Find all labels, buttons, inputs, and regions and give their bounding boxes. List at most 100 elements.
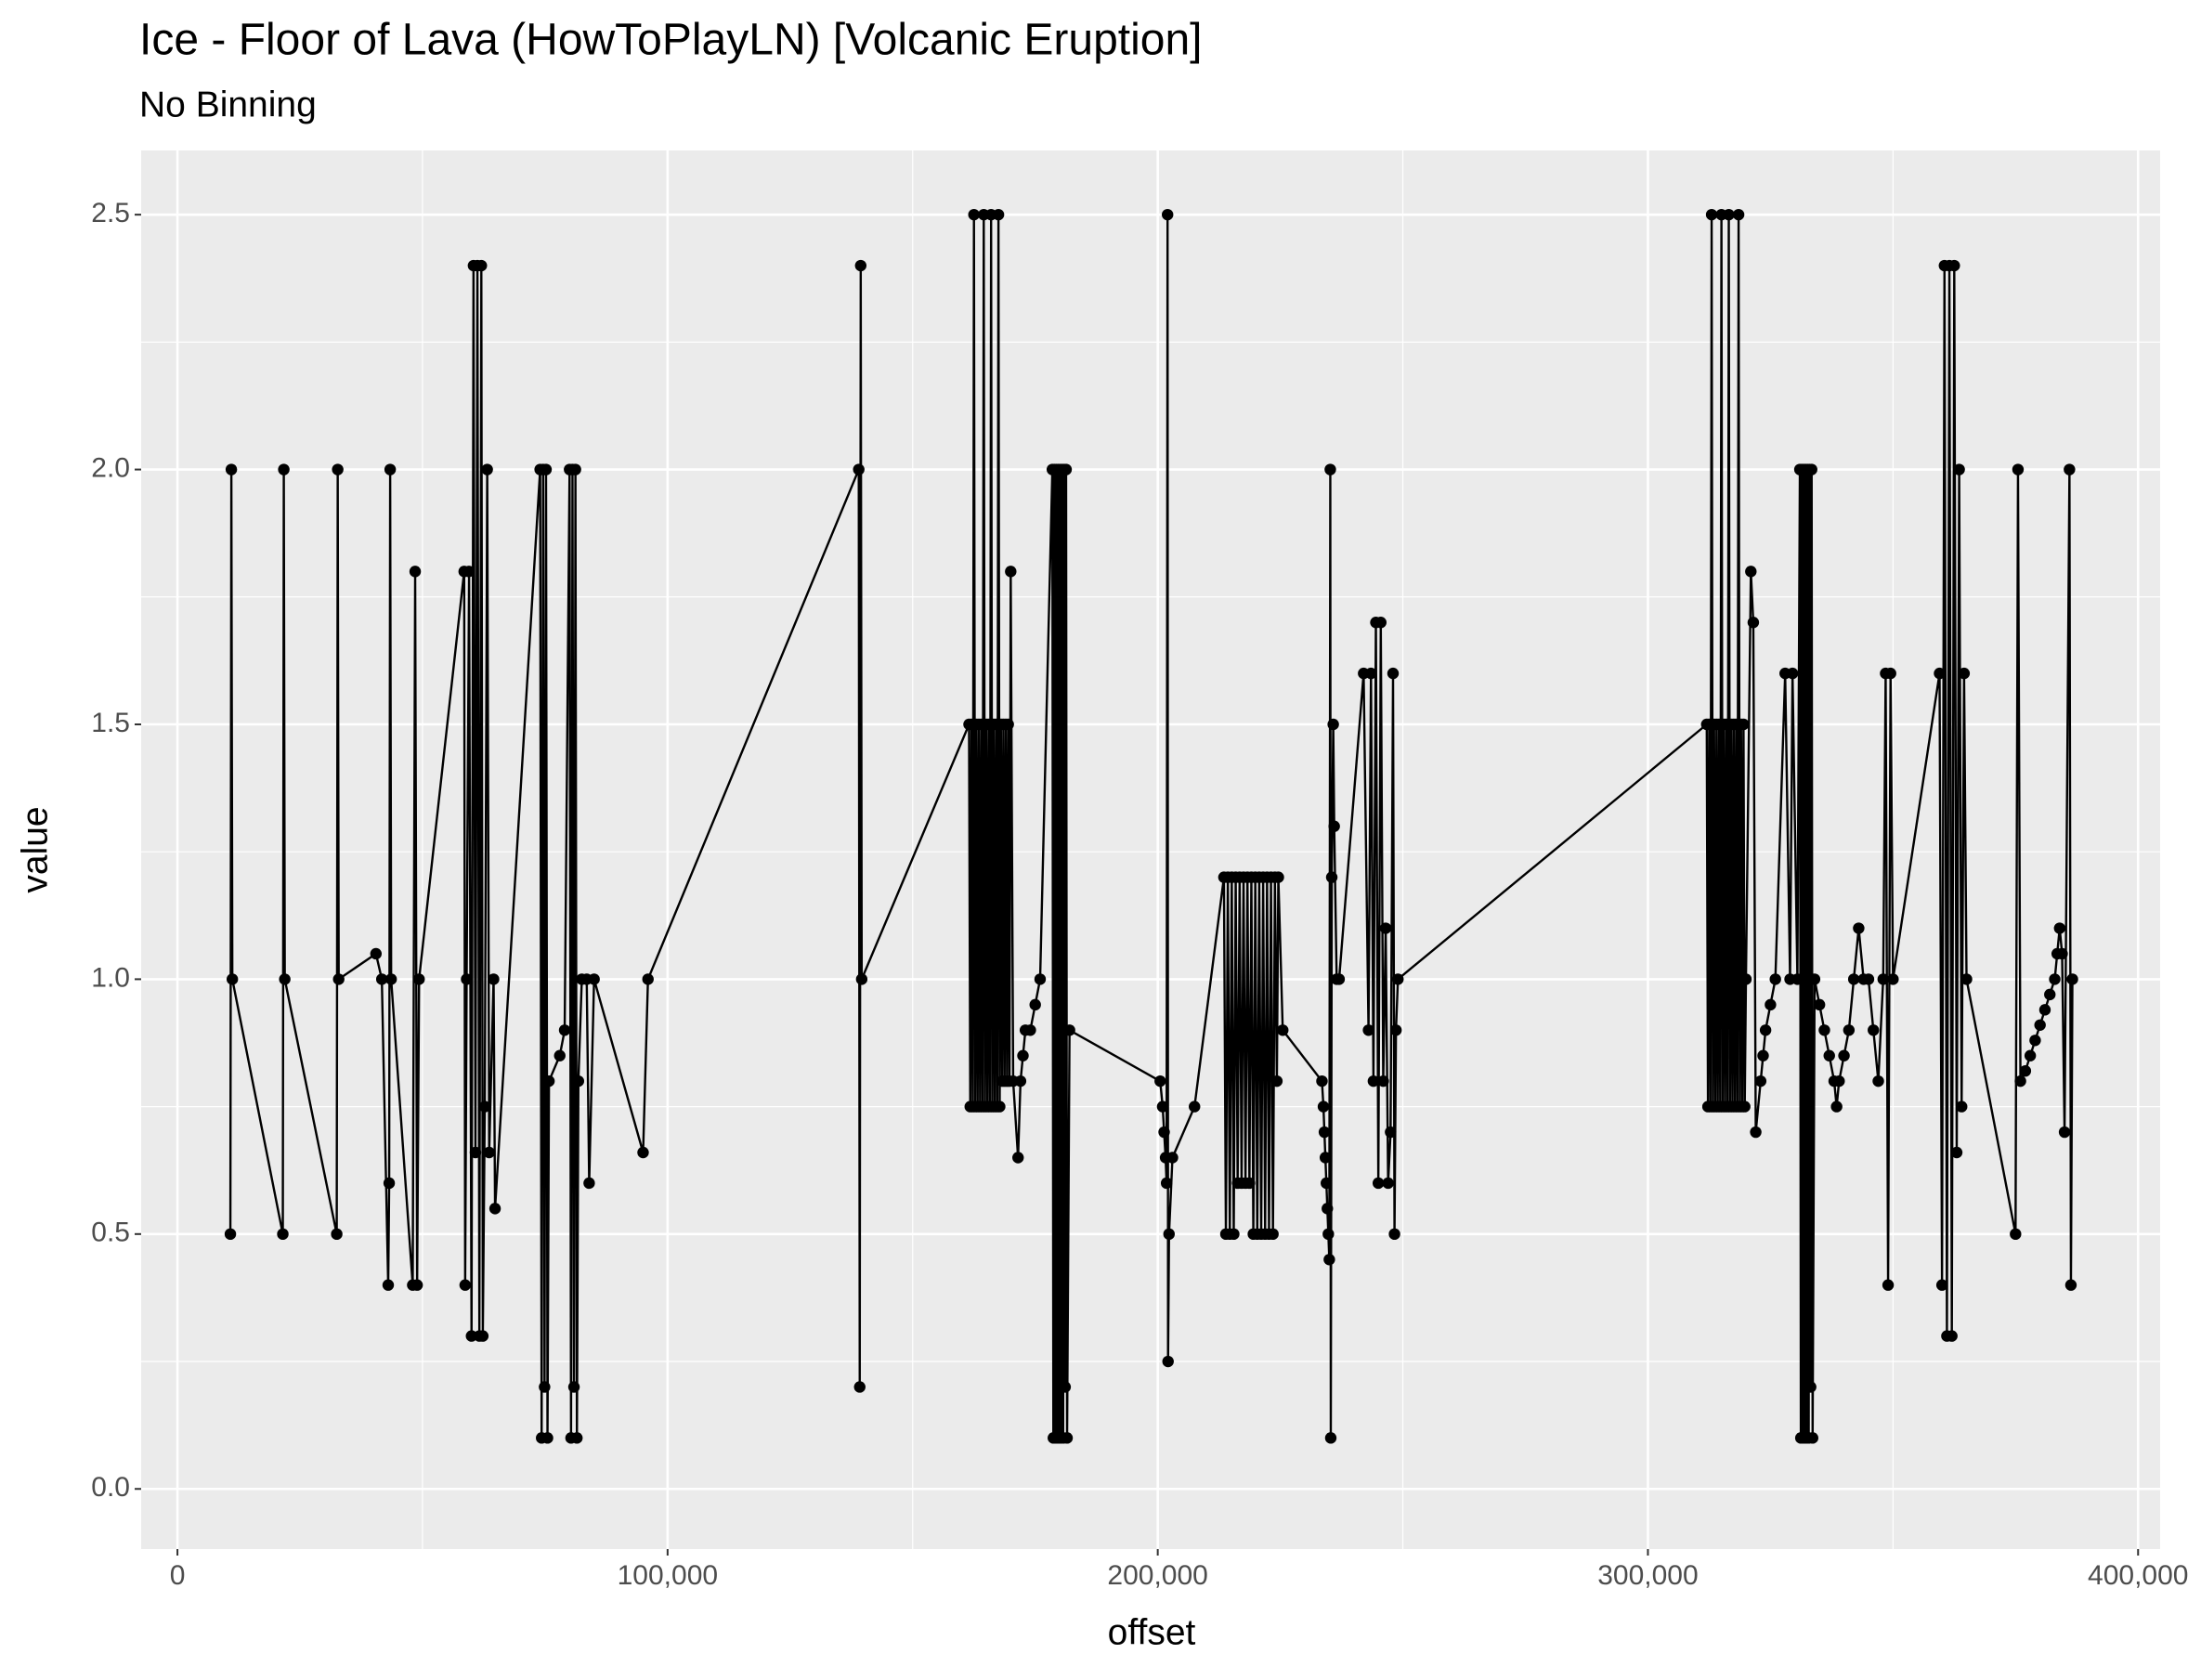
point: [1754, 1074, 1767, 1087]
point: [567, 1381, 580, 1393]
point: [1806, 1432, 1818, 1444]
point: [1769, 973, 1781, 985]
point: [571, 1432, 583, 1444]
point: [1272, 871, 1284, 883]
point: [1739, 1100, 1751, 1113]
point: [1024, 1024, 1036, 1036]
point: [1808, 973, 1821, 985]
x-tick-label: 200,000: [1107, 1560, 1207, 1591]
point: [2014, 1074, 2026, 1087]
point: [637, 1146, 649, 1159]
y-tick-label: 1.5: [91, 708, 130, 738]
point: [583, 1177, 595, 1190]
point: [1321, 1177, 1333, 1190]
point: [1804, 1381, 1817, 1393]
point: [1877, 973, 1889, 985]
point: [1805, 463, 1817, 475]
x-axis-title: offset: [1108, 1612, 1196, 1652]
y-tick-label: 2.5: [91, 198, 130, 228]
point: [1385, 1126, 1397, 1139]
point: [1228, 1228, 1240, 1241]
point: [1017, 1049, 1029, 1061]
point: [1853, 922, 1865, 934]
point: [1757, 1049, 1769, 1061]
point: [992, 208, 1005, 221]
point: [1958, 667, 1971, 680]
point: [1759, 1024, 1772, 1036]
point: [1189, 1100, 1201, 1113]
point: [1377, 1074, 1389, 1087]
point: [1732, 208, 1745, 221]
point: [413, 973, 425, 985]
point: [1316, 1074, 1328, 1087]
point: [1061, 1432, 1074, 1444]
point: [853, 1381, 866, 1393]
point: [2058, 1126, 2071, 1139]
point: [478, 1100, 491, 1113]
point: [1163, 1228, 1175, 1241]
point: [1750, 1126, 1762, 1139]
point: [1382, 1177, 1394, 1190]
point: [1747, 617, 1760, 629]
point: [1818, 1024, 1830, 1036]
point: [1739, 973, 1752, 985]
point: [1791, 973, 1804, 985]
point: [1738, 718, 1750, 731]
point: [375, 973, 388, 985]
point: [2064, 463, 2076, 475]
point: [2029, 1035, 2041, 1047]
point: [483, 1146, 495, 1159]
labels: 0 100,000 200,000 300,000 400,000 0.0 0.5 1.0 1.…: [91, 198, 2188, 1591]
point: [1166, 1152, 1179, 1164]
point: [1372, 1177, 1385, 1190]
point: [2049, 973, 2061, 985]
point: [1277, 1024, 1289, 1036]
point: [2044, 988, 2056, 1001]
point: [475, 259, 488, 272]
point: [2053, 922, 2066, 934]
point: [1158, 1126, 1170, 1139]
point: [462, 566, 475, 578]
point: [2010, 1228, 2022, 1241]
y-tick-label: 0.0: [91, 1472, 130, 1503]
y-tick-label: 2.0: [91, 452, 130, 483]
point: [278, 463, 290, 475]
x-tick-label: 300,000: [1597, 1560, 1698, 1591]
point: [383, 1177, 396, 1190]
chart-subtitle: No Binning: [139, 85, 317, 124]
point: [554, 1049, 566, 1061]
point: [488, 1203, 501, 1215]
point: [1833, 1074, 1845, 1087]
x-tick-label: 400,000: [2088, 1560, 2188, 1591]
point: [1362, 1024, 1374, 1036]
point: [226, 973, 239, 985]
point: [1887, 973, 1899, 985]
point: [1060, 463, 1073, 475]
point: [1059, 1381, 1072, 1393]
point: [2012, 463, 2025, 475]
point: [558, 1024, 571, 1036]
point: [277, 1228, 289, 1241]
point: [224, 1228, 237, 1241]
x-tick-label: 100,000: [618, 1560, 718, 1591]
point: [279, 973, 291, 985]
point: [1948, 259, 1960, 272]
point: [1029, 998, 1041, 1011]
point: [1002, 718, 1014, 731]
marks: [224, 208, 2078, 1444]
point: [1765, 998, 1777, 1011]
point: [1379, 922, 1392, 934]
point: [1322, 1203, 1334, 1215]
point: [1162, 208, 1174, 221]
point: [994, 1100, 1006, 1113]
point: [1884, 667, 1896, 680]
point: [1317, 1100, 1330, 1113]
point: [1934, 667, 1946, 680]
point: [1156, 1100, 1169, 1113]
point: [1323, 1254, 1335, 1266]
point: [410, 1279, 423, 1291]
point: [2066, 973, 2078, 985]
point: [382, 1279, 395, 1291]
point: [1154, 1074, 1166, 1087]
point: [1014, 1074, 1027, 1087]
